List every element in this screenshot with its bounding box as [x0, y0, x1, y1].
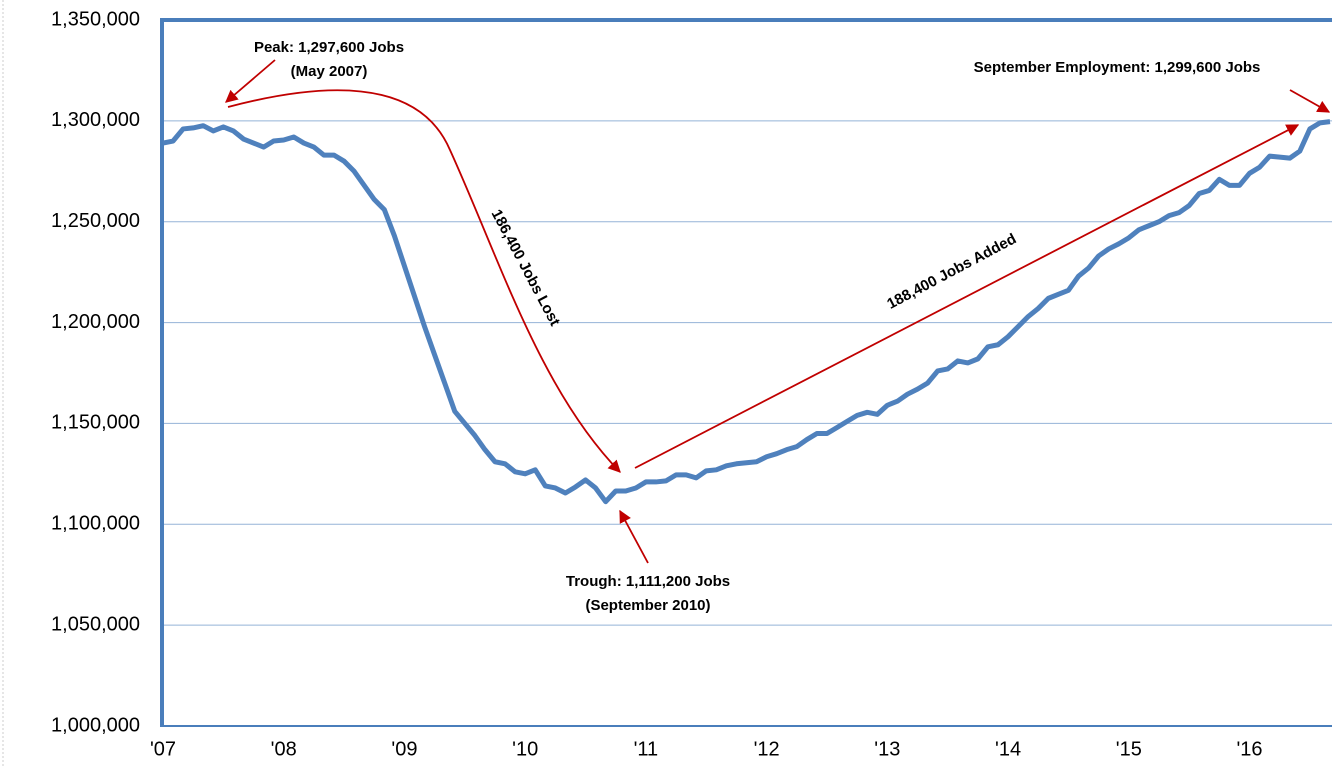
y-tick-label: 1,300,000: [51, 109, 140, 131]
annotation: September Employment: 1,299,600 Jobs: [974, 59, 1261, 76]
grid: [162, 19, 1332, 727]
x-tick-label: '07: [150, 738, 176, 760]
x-tick-label: '15: [1116, 738, 1142, 760]
arrow: [619, 509, 649, 564]
x-tick-label: '12: [754, 738, 780, 760]
x-tick-label: '08: [271, 738, 297, 760]
x-tick-label: '14: [995, 738, 1021, 760]
arrow: [225, 59, 276, 103]
annotation: (September 2010): [585, 597, 710, 614]
x-tick-label: '13: [874, 738, 900, 760]
y-tick-label: 1,150,000: [51, 412, 140, 434]
x-tick-label: '09: [391, 738, 417, 760]
arrow: [634, 124, 1300, 469]
arrow: [1289, 89, 1331, 113]
x-tick-label: '16: [1236, 738, 1262, 760]
y-tick-label: 1,250,000: [51, 210, 140, 232]
x-tick-label: '10: [512, 738, 538, 760]
annotation: Peak: 1,297,600 Jobs: [254, 39, 404, 56]
annotation: 188,400 Jobs Added: [884, 230, 1019, 312]
annotation: Trough: 1,111,200 Jobs: [566, 573, 730, 590]
y-tick-label: 1,000,000: [51, 714, 140, 736]
y-tick-label: 1,350,000: [51, 8, 140, 30]
x-tick-label: '11: [634, 738, 659, 760]
line: [162, 119, 1331, 505]
y-tick-label: 1,050,000: [51, 613, 140, 635]
y-tick-label: 1,200,000: [51, 311, 140, 333]
plot: [160, 18, 1332, 727]
y-tick-label: 1,100,000: [51, 513, 140, 535]
arrow: [227, 89, 621, 473]
annotation: 186,400 Jobs Lost: [488, 207, 564, 329]
annotation: (May 2007): [291, 63, 368, 80]
